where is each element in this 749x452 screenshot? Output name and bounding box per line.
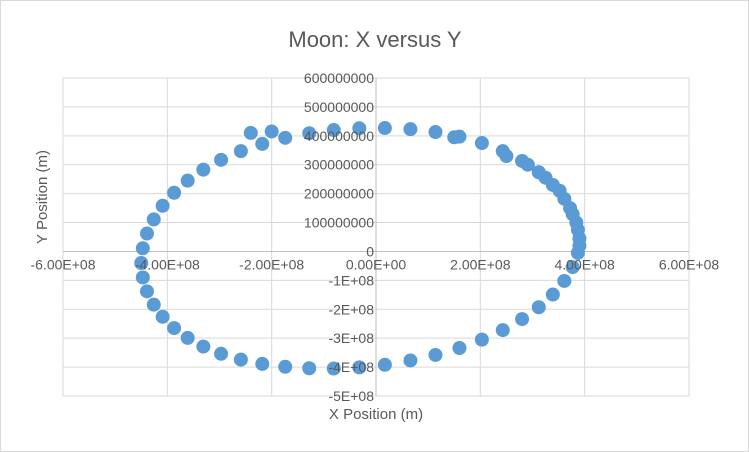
data-point [428,347,443,362]
data-point [255,136,270,151]
data-point [196,339,211,354]
data-point [302,126,317,141]
data-point [167,321,182,336]
x-tick-label: 0.00E+00 [346,256,407,272]
y-tick-label: 100000000 [304,215,374,231]
data-point [135,241,150,256]
data-point [452,341,467,356]
data-point [352,121,367,136]
x-tick-label: -2.00E+08 [239,256,304,272]
data-point [403,353,418,368]
data-point [377,121,392,136]
y-tick-label: 500000000 [304,99,374,115]
y-tick-label: 200000000 [304,186,374,202]
data-point [495,323,510,338]
data-point [146,212,161,227]
y-tick-label: 300000000 [304,157,374,173]
data-point [233,352,248,367]
data-point [545,287,560,302]
data-point [377,357,392,372]
data-point [515,312,530,327]
data-point [352,360,367,375]
data-point [167,185,182,200]
data-point [565,260,580,275]
y-tick-label: 600000000 [304,70,374,86]
data-point [569,215,584,230]
chart-title: Moon: X versus Y [288,27,462,52]
data-point [563,201,578,216]
data-point [155,309,170,324]
data-point [572,231,587,246]
y-tick-label: -5E+08 [328,388,374,404]
data-point [302,361,317,376]
data-point [264,124,279,139]
data-point [531,300,546,315]
data-point [499,149,514,164]
data-point [155,198,170,213]
data-point [570,245,585,260]
axes [63,78,689,396]
y-tick-label: -3E+08 [328,330,374,346]
data-point [474,136,489,151]
x-tick-label: 4.00E+08 [554,256,615,272]
data-point [134,256,149,271]
y-tick-label: -2E+08 [328,301,374,317]
data-point [180,173,195,188]
data-point [146,297,161,312]
x-tick-label: 2.00E+08 [450,256,511,272]
data-point [326,361,341,376]
data-point [538,170,553,185]
data-point [233,144,248,159]
data-point [196,162,211,177]
tick-labels: -6.00E+08 -4.00E+08 -2.00E+08 0.00E+00 2.00E… [31,70,720,404]
data-point [474,332,489,347]
data-point [447,130,462,145]
data-points [134,121,587,376]
data-point [243,125,258,140]
data-point [214,152,229,167]
y-tick-label: 400000000 [304,128,374,144]
y-tick-label: 0 [366,243,374,259]
data-point [255,356,270,371]
data-point [278,359,293,374]
y-tick-label: -1E+08 [328,272,374,288]
data-point [520,157,535,172]
x-tick-label: -6.00E+08 [31,256,96,272]
data-point [557,273,572,288]
data-point [326,123,341,138]
x-tick-label: -4.00E+08 [135,256,200,272]
x-tick-label: 6.00E+08 [659,256,720,272]
x-axis-title: X Position (m) [329,406,423,423]
data-point [180,330,195,345]
data-point [139,226,154,241]
y-tick-label: -4E+08 [328,359,374,375]
data-point [139,284,154,299]
data-point [214,346,229,361]
y-axis-title: Y Position (m) [34,150,51,244]
data-point [135,270,150,285]
data-point [552,183,567,198]
data-point [403,122,418,137]
data-point [428,125,443,140]
data-point [278,130,293,145]
